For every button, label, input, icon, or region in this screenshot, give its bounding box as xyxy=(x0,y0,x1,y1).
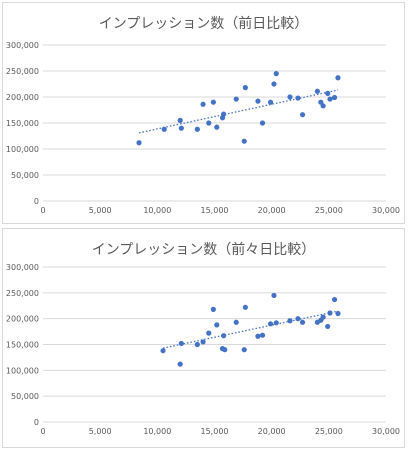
data-point xyxy=(295,316,301,322)
data-point xyxy=(222,347,228,353)
data-point xyxy=(271,81,277,87)
chart-panel-1: インプレッション数（前日比較） 0 50,000 100,000 150,000 200… xyxy=(2,2,405,224)
data-point xyxy=(210,99,216,105)
data-point xyxy=(242,304,248,310)
data-point xyxy=(255,98,261,104)
data-point xyxy=(267,321,274,327)
data-point xyxy=(325,90,331,96)
x-tick-label: 30,000 xyxy=(372,427,400,436)
data-point xyxy=(273,71,279,77)
data-point xyxy=(241,138,247,144)
data-point xyxy=(259,120,266,126)
data-point xyxy=(320,314,326,320)
data-point xyxy=(221,333,227,339)
y-tick-label: 300,000 xyxy=(6,263,39,272)
x-tick-label: 20,000 xyxy=(258,206,286,215)
data-point xyxy=(314,88,320,94)
y-tick-label: 0 xyxy=(34,418,39,427)
data-point xyxy=(178,125,184,131)
trendline xyxy=(162,310,339,349)
data-point xyxy=(325,323,331,330)
data-point xyxy=(271,292,277,299)
scatter-plot-1: 0 50,000 100,000 150,000 200,000 250,000 300,0… xyxy=(6,41,400,215)
trendline xyxy=(138,89,339,134)
y-tick-label: 250,000 xyxy=(6,67,39,76)
data-point xyxy=(255,333,261,339)
data-point xyxy=(287,318,293,324)
data-point xyxy=(206,330,212,336)
y-tick-label: 100,000 xyxy=(6,366,39,375)
data-point xyxy=(200,101,206,107)
data-point xyxy=(177,117,183,123)
data-point xyxy=(320,103,326,109)
x-tick-label: 20,000 xyxy=(258,427,286,436)
data-point xyxy=(331,296,338,303)
data-point xyxy=(161,126,167,132)
x-tick-label: 25,000 xyxy=(315,206,343,215)
y-tick-label: 150,000 xyxy=(6,119,39,128)
y-tick-label: 100,000 xyxy=(6,145,39,154)
data-point xyxy=(299,112,306,118)
data-point xyxy=(233,96,239,102)
data-point xyxy=(335,310,341,317)
y-tick-label: 50,000 xyxy=(11,171,39,180)
x-tick-label: 5,000 xyxy=(89,427,112,436)
data-point xyxy=(160,348,166,354)
data-point xyxy=(210,306,216,312)
data-point xyxy=(273,320,279,326)
x-tick-label: 0 xyxy=(40,206,45,215)
data-point xyxy=(335,75,341,81)
data-point xyxy=(327,96,333,102)
data-point xyxy=(233,319,239,325)
x-tick-label: 0 xyxy=(40,427,45,436)
data-point xyxy=(136,140,142,146)
data-point xyxy=(206,120,212,126)
data-point xyxy=(287,94,293,100)
y-tick-label: 200,000 xyxy=(6,93,39,102)
data-point xyxy=(221,111,227,117)
data-point xyxy=(178,340,184,347)
data-point xyxy=(241,347,247,353)
data-point xyxy=(331,94,338,101)
chart-title: インプレッション数（前日比較） xyxy=(98,16,309,32)
x-tick-label: 30,000 xyxy=(372,206,400,215)
data-point xyxy=(194,341,200,348)
y-tick-label: 250,000 xyxy=(6,289,39,298)
data-point xyxy=(200,339,206,345)
data-point xyxy=(194,126,200,132)
y-tick-label: 50,000 xyxy=(11,392,39,401)
data-point xyxy=(214,322,220,328)
data-point xyxy=(267,99,274,105)
x-tick-label: 15,000 xyxy=(201,206,229,215)
data-point xyxy=(259,332,266,338)
data-point xyxy=(242,85,248,91)
data-point xyxy=(177,361,183,367)
chart-title: インプレッション数（前々日比較） xyxy=(91,242,316,258)
y-tick-label: 0 xyxy=(34,197,39,206)
x-tick-label: 15,000 xyxy=(201,427,229,436)
data-point xyxy=(299,319,306,325)
y-tick-label: 150,000 xyxy=(6,341,39,350)
x-tick-label: 25,000 xyxy=(315,427,343,436)
data-point xyxy=(295,95,301,101)
x-tick-label: 10,000 xyxy=(143,427,171,436)
chart-panel-2: インプレッション数（前々日比較） 0 50,000 100,000 150,000 20… xyxy=(2,228,405,448)
y-tick-label: 300,000 xyxy=(6,41,39,50)
x-tick-label: 10,000 xyxy=(143,206,171,215)
data-point xyxy=(214,124,220,130)
data-point xyxy=(327,310,333,316)
x-tick-label: 5,000 xyxy=(89,206,112,215)
scatter-plot-2: 0 50,000 100,000 150,000 200,000 250,000 300,0… xyxy=(6,263,400,436)
y-tick-label: 200,000 xyxy=(6,315,39,324)
